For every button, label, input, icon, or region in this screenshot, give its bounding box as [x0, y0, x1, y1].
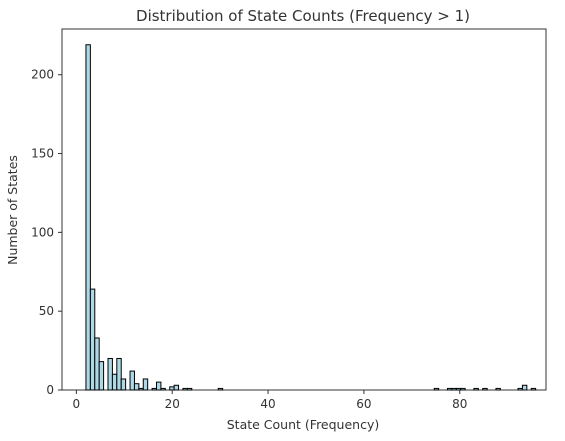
histogram-bar — [94, 337, 100, 391]
histogram-bar — [85, 44, 91, 391]
histogram-bar — [98, 361, 105, 391]
histogram-bar — [133, 383, 140, 391]
plot-area — [61, 28, 547, 391]
x-tick-label: 40 — [260, 397, 275, 411]
x-axis-ticks: 0 20 40 60 80 — [73, 390, 467, 411]
histogram-bar — [169, 386, 175, 391]
chart-title: Distribution of State Counts (Frequency … — [136, 7, 470, 25]
histogram-bar — [451, 387, 457, 391]
y-axis-label: Number of States — [5, 155, 20, 265]
histogram-bar — [217, 387, 224, 391]
histogram-bar — [160, 387, 166, 391]
histogram-bar — [107, 357, 113, 391]
histogram-bar — [517, 387, 523, 391]
histogram-bar — [151, 387, 157, 391]
histogram-bar — [111, 373, 118, 391]
histogram-bar — [89, 288, 96, 391]
y-tick-label: 100 — [31, 225, 54, 239]
histogram-bar — [446, 387, 453, 391]
histogram-bar — [433, 387, 440, 391]
histogram-bars — [85, 44, 537, 391]
histogram-bar — [482, 387, 488, 391]
y-tick-label: 150 — [31, 147, 54, 161]
x-tick-label: 80 — [452, 397, 467, 411]
histogram-bar — [186, 387, 193, 391]
histogram-bar — [120, 378, 127, 391]
x-axis-label: State Count (Frequency) — [227, 417, 379, 432]
y-axis-ticks: 0 50 100 150 200 — [31, 68, 62, 397]
histogram-bar — [129, 370, 135, 391]
histogram-bar — [495, 387, 501, 391]
x-tick-label: 60 — [356, 397, 371, 411]
histogram-bar — [521, 384, 528, 391]
histogram-bar — [460, 387, 466, 391]
y-tick-label: 0 — [46, 383, 54, 397]
y-tick-label: 200 — [31, 68, 54, 82]
y-tick-label: 50 — [39, 304, 54, 318]
histogram-bar — [530, 387, 537, 391]
histogram-bar — [138, 387, 144, 391]
x-tick-label: 20 — [165, 397, 180, 411]
histogram-bar — [156, 381, 162, 391]
histogram-bar — [473, 387, 479, 391]
histogram-bar — [182, 387, 188, 391]
histogram-bar — [173, 384, 180, 391]
x-tick-label: 0 — [73, 397, 81, 411]
histogram-bar — [455, 387, 462, 391]
histogram-bar — [116, 357, 122, 391]
histogram-bar — [142, 378, 149, 391]
